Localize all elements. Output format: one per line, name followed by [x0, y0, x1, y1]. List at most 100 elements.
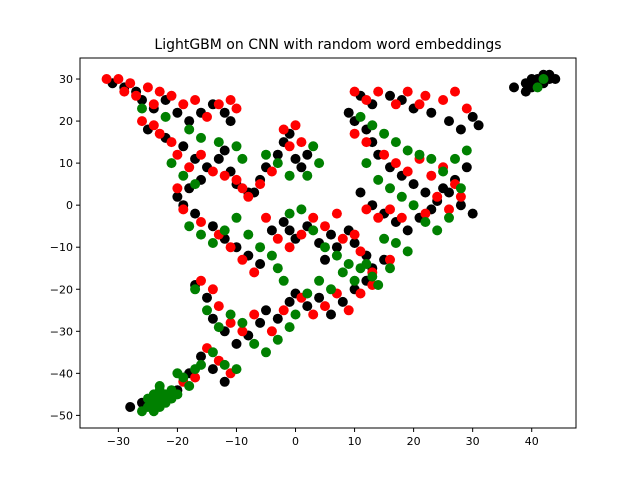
scatter-point: [131, 90, 142, 101]
scatter-point: [373, 174, 384, 185]
scatter-point: [302, 301, 313, 312]
scatter-point: [266, 326, 277, 337]
scatter-point: [184, 162, 195, 173]
scatter-point: [166, 158, 177, 169]
scatter-point: [532, 82, 543, 93]
scatter-point: [125, 402, 136, 412]
scatter-point: [379, 128, 390, 139]
scatter-point: [190, 95, 201, 105]
scatter-point: [219, 145, 230, 156]
scatter-point: [166, 137, 177, 148]
scatter-point: [355, 246, 366, 257]
scatter-point: [302, 149, 313, 160]
scatter-point: [160, 111, 171, 122]
scatter-point: [385, 254, 395, 265]
scatter-point: [290, 120, 301, 131]
scatter-point: [432, 225, 443, 236]
scatter-point: [320, 221, 330, 232]
scatter-point: [326, 309, 336, 320]
x-tick-label: −10: [225, 435, 248, 448]
y-tick-label: −40: [50, 367, 73, 380]
scatter-point: [308, 309, 319, 320]
scatter-point: [349, 238, 360, 248]
scatter-point: [213, 137, 224, 148]
scatter-point: [137, 103, 147, 114]
scatter-point: [172, 183, 183, 194]
scatter-point: [213, 99, 224, 110]
scatter-point: [432, 191, 443, 202]
scatter-point: [509, 82, 519, 93]
scatter-point: [438, 183, 449, 194]
scatter-point: [196, 217, 206, 227]
scatter-point: [438, 166, 449, 177]
scatter-point: [255, 179, 266, 190]
scatter-point: [278, 217, 289, 227]
scatter-point: [361, 137, 372, 148]
scatter-point: [390, 99, 401, 110]
scatter-point: [284, 225, 295, 236]
scatter-point: [308, 225, 319, 236]
scatter-point: [355, 187, 366, 198]
scatter-point: [249, 309, 260, 320]
scatter-point: [284, 170, 295, 181]
scatter-point: [402, 225, 413, 236]
scatter-point: [272, 158, 283, 169]
scatter-point: [396, 191, 407, 202]
scatter-point: [219, 170, 230, 181]
scatter-point: [166, 90, 177, 101]
scatter-point: [278, 124, 289, 135]
scatter-point: [426, 170, 437, 181]
scatter-point: [148, 120, 159, 131]
scatter-point: [243, 229, 254, 240]
scatter-point: [349, 86, 360, 97]
scatter-point: [243, 191, 254, 202]
scatter-point: [231, 174, 242, 185]
scatter-point: [314, 275, 325, 286]
scatter-point: [190, 364, 201, 375]
scatter-point: [473, 120, 484, 131]
scatter-point: [455, 124, 466, 135]
scatter-point: [373, 212, 384, 223]
scatter-point: [272, 233, 283, 244]
scatter-point: [426, 107, 437, 118]
scatter-point: [450, 153, 460, 164]
scatter-point: [361, 204, 372, 215]
scatter-point: [331, 250, 342, 261]
scatter-point: [219, 225, 230, 236]
scatter-point: [213, 322, 224, 333]
scatter-point: [367, 271, 378, 282]
scatter-point: [237, 326, 248, 337]
scatter-point: [178, 372, 189, 383]
scatter-point: [219, 107, 230, 118]
scatter-point: [237, 183, 248, 194]
scatter-point: [302, 170, 313, 181]
y-tick-label: 10: [59, 157, 73, 170]
scatter-point: [296, 229, 307, 240]
scatter-point: [284, 322, 295, 333]
scatter-point: [261, 347, 271, 358]
scatter-point: [196, 351, 206, 362]
y-tick-label: −50: [50, 409, 73, 422]
scatter-point: [190, 179, 201, 190]
y-tick-label: 30: [59, 73, 73, 86]
scatter-point: [219, 359, 230, 370]
y-tick-label: 20: [59, 115, 73, 128]
scatter-point: [402, 246, 413, 257]
scatter-point: [249, 338, 260, 349]
scatter-point: [172, 389, 183, 400]
scatter-point: [461, 162, 472, 173]
scatter-point: [190, 208, 201, 219]
scatter-point: [255, 242, 266, 253]
scatter-point: [450, 86, 460, 97]
x-tick-label: 20: [407, 435, 421, 448]
scatter-point: [343, 107, 354, 118]
scatter-point: [225, 242, 236, 253]
scatter-point: [420, 90, 431, 101]
scatter-point: [467, 111, 478, 122]
scatter-point: [231, 141, 242, 152]
scatter-point: [408, 179, 419, 190]
scatter-point: [184, 116, 195, 127]
scatter-point: [290, 309, 301, 320]
y-axis: −50 −40 −30 −20 −10 0 10 20 30: [50, 73, 80, 422]
scatter-point: [272, 149, 283, 160]
